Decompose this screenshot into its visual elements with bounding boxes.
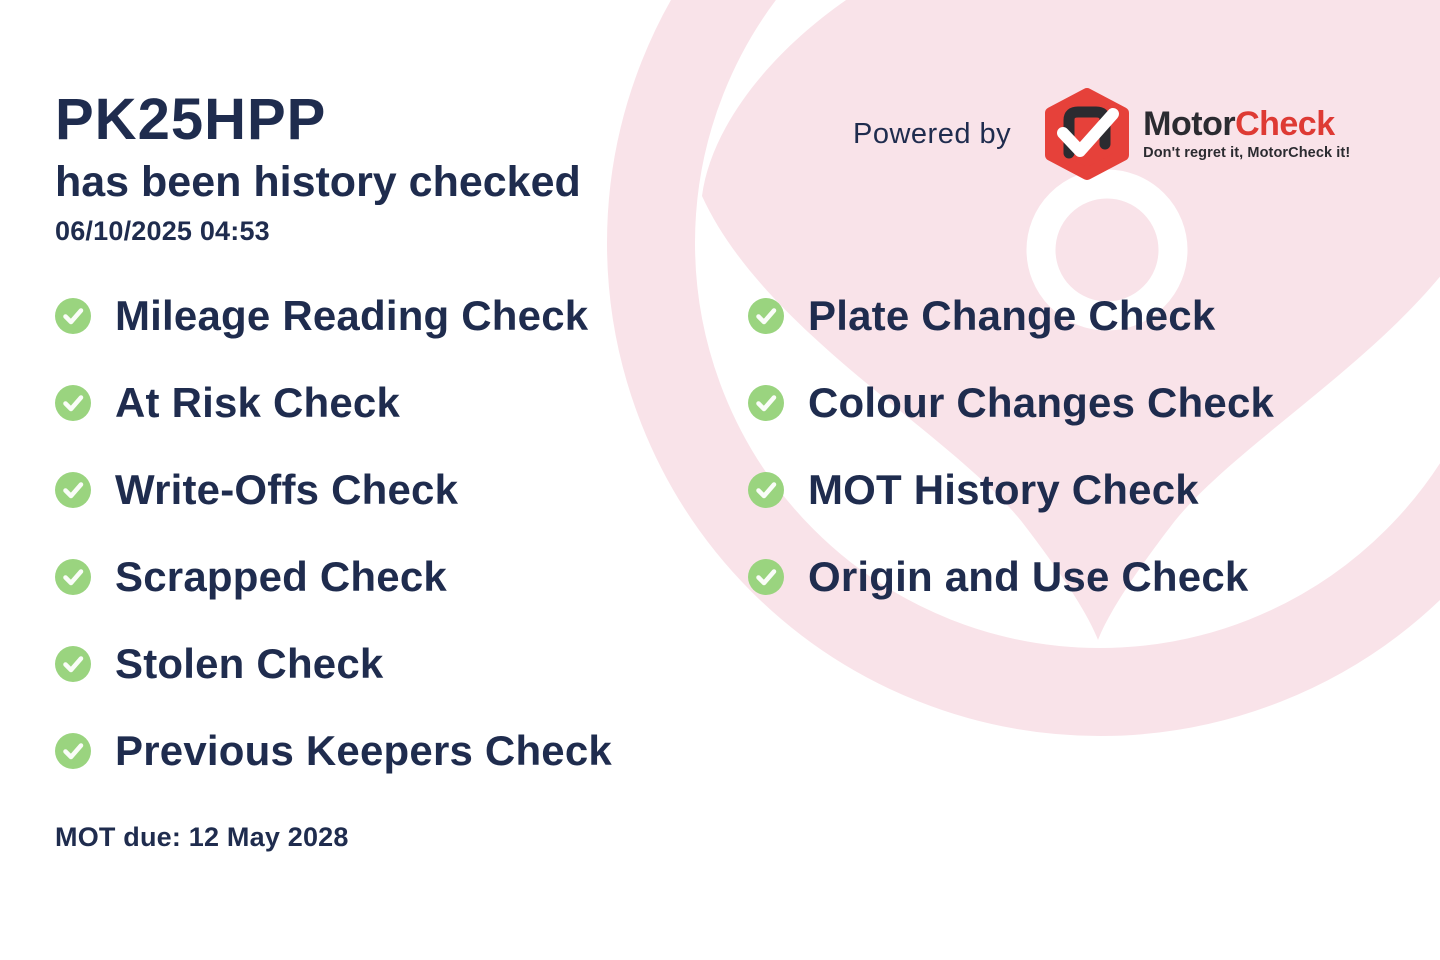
- brand-name-motor: Motor: [1143, 105, 1236, 143]
- powered-by-label: Powered by: [853, 117, 1012, 150]
- check-label: At Risk Check: [115, 378, 401, 426]
- check-row: Scrapped Check: [55, 533, 612, 620]
- motorcheck-hexagon-icon: [1045, 88, 1130, 180]
- check-row: At Risk Check: [55, 359, 612, 446]
- check-row: Colour Changes Check: [748, 359, 1274, 446]
- branding: Powered by MotorCheck Don't regret it, M…: [853, 86, 1350, 182]
- header: PK25HPP has been history checked 06/10/2…: [55, 87, 581, 247]
- checklist-right-column: Plate Change Check Colour Changes Check …: [748, 272, 1274, 620]
- brand-name: MotorCheck: [1143, 107, 1350, 141]
- check-circle-icon: [55, 471, 91, 508]
- check-circle-icon: [55, 732, 91, 769]
- check-label: Stolen Check: [115, 639, 384, 687]
- check-label: Plate Change Check: [808, 291, 1216, 339]
- check-label: MOT History Check: [808, 465, 1199, 513]
- checklist-left-column: Mileage Reading Check At Risk Check Writ…: [55, 272, 612, 794]
- brand-tagline: Don't regret it, MotorCheck it!: [1143, 145, 1351, 161]
- check-row: Plate Change Check: [748, 272, 1274, 359]
- check-circle-icon: [748, 297, 784, 334]
- mot-due-text: MOT due: 12 May 2028: [55, 822, 349, 852]
- check-label: Write-Offs Check: [115, 465, 459, 513]
- check-row: Write-Offs Check: [55, 446, 612, 533]
- check-circle-icon: [748, 558, 784, 595]
- registration-plate: PK25HPP: [55, 87, 327, 152]
- check-circle-icon: [55, 558, 91, 595]
- check-circle-icon: [748, 384, 784, 421]
- check-label: Scrapped Check: [115, 552, 447, 600]
- check-row: Origin and Use Check: [748, 533, 1274, 620]
- check-label: Previous Keepers Check: [115, 726, 612, 774]
- check-label: Mileage Reading Check: [115, 291, 589, 339]
- check-row: Stolen Check: [55, 620, 612, 707]
- subtitle: has been history checked: [55, 157, 581, 206]
- check-circle-icon: [55, 297, 91, 334]
- check-row: MOT History Check: [748, 446, 1274, 533]
- check-row: Previous Keepers Check: [55, 707, 612, 794]
- check-label: Origin and Use Check: [808, 552, 1249, 600]
- check-circle-icon: [55, 384, 91, 421]
- check-label: Colour Changes Check: [808, 378, 1275, 426]
- check-timestamp: 06/10/2025 04:53: [55, 216, 270, 247]
- brand-name-check: Check: [1235, 105, 1335, 143]
- check-row: Mileage Reading Check: [55, 272, 612, 359]
- check-circle-icon: [748, 471, 784, 508]
- check-circle-icon: [55, 645, 91, 682]
- brand-text: MotorCheck Don't regret it, MotorCheck i…: [1143, 107, 1350, 161]
